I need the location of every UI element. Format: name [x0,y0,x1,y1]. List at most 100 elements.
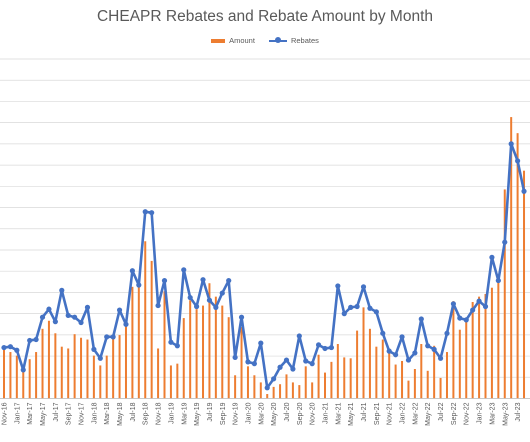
point-rebates [39,314,46,320]
point-rebates [46,306,52,312]
x-tick-label: May-19 [194,402,201,425]
bar-amount [259,382,262,399]
point-rebates [142,209,148,215]
legend-label-rebates: Rebates [290,36,319,45]
bar-amount [490,287,493,399]
point-rebates [7,344,14,350]
bar-amount [407,380,410,399]
bar-amount [28,359,31,399]
point-rebates [52,319,58,325]
x-tick-label: Sep-22 [451,402,458,425]
point-rebates [450,301,456,307]
bar-amount [253,375,256,399]
point-rebates [20,367,26,373]
bar-amount [401,360,404,399]
point-rebates [33,336,39,343]
bar-amount [510,117,513,399]
point-rebates [360,284,367,290]
x-tick-label: Jan-22 [400,402,407,424]
point-rebates [309,361,315,367]
bar-amount [214,296,217,399]
point-rebates [437,355,444,361]
x-tick-label: Jul-21 [361,402,368,421]
bar-amount [176,363,179,399]
bar-amount [35,352,38,399]
x-tick-label: Sep-18 [143,402,150,425]
point-rebates [457,315,463,321]
point-rebates [463,317,469,323]
point-rebates [258,340,264,346]
x-tick-label: Mar-20 [258,402,265,424]
point-rebates [341,311,347,317]
legend: Amount Rebates [0,36,530,45]
bar-amount [304,366,307,399]
bar-amount [124,321,127,399]
point-rebates [91,346,97,352]
x-tick-label: Nov-19 [233,402,240,425]
bar-amount [208,283,211,399]
point-rebates [181,267,187,273]
x-tick-label: Mar-18 [104,402,111,424]
legend-label-amount: Amount [229,36,255,45]
point-rebates [328,344,335,351]
point-rebates [476,298,482,304]
point-rebates [495,277,501,284]
bar-amount [22,370,25,399]
x-tick-label: Nov-17 [79,402,86,425]
x-tick-label: Jul-20 [284,402,291,421]
bar-amount [458,329,461,399]
point-rebates [200,277,206,283]
x-tick-label: Jul-19 [207,402,214,421]
x-tick-label: Jan-20 [245,402,252,424]
bar-amount [99,365,102,399]
bar-amount [137,282,140,399]
point-rebates [149,210,155,216]
x-tick-label: Jan-19 [168,402,175,424]
bar-amount [86,339,89,399]
bar-amount [202,305,205,399]
x-tick-label: Jul-23 [515,402,522,421]
bar-amount [9,352,12,399]
point-rebates [161,277,168,284]
x-tick-label: May-20 [271,402,278,425]
point-rebates [515,158,521,164]
x-tick-label: Sep-17 [66,402,73,425]
point-rebates [245,359,251,365]
point-rebates [251,361,257,367]
x-tick-label: May-18 [117,402,124,425]
x-tick-label: Mar-17 [27,402,34,424]
bar-amount [285,374,288,399]
bar-amount [503,189,506,399]
bar-amount [169,365,172,399]
point-rebates [418,316,424,322]
point-rebates [431,346,437,352]
point-rebates [405,357,412,363]
point-rebates [174,343,180,349]
bar-amount [60,346,63,399]
point-rebates [232,354,238,361]
point-rebates [78,319,84,326]
x-tick-label: Sep-20 [297,402,304,425]
point-rebates [322,345,328,352]
bar-amount [67,348,70,399]
bar-amount [298,385,301,399]
point-rebates [155,302,161,309]
point-rebates [489,254,495,260]
point-rebates [213,304,219,310]
legend-swatch-rebates [268,37,287,44]
bar-amount [330,361,333,399]
x-tick-label: May-23 [502,402,509,425]
chart-title: CHEAPR Rebates and Rebate Amount by Mont… [96,8,434,25]
bar-amount [317,354,320,399]
bar-amount [368,328,371,399]
point-rebates [386,348,392,354]
point-rebates [187,294,193,301]
point-rebates [393,352,399,358]
point-rebates [65,312,71,319]
x-tick-label: Nov-21 [387,402,394,425]
x-tick-label: Jul-22 [438,402,445,421]
point-rebates [335,283,341,289]
bar-amount [452,301,455,399]
bar-amount [54,333,57,399]
bar-amount [465,318,468,399]
